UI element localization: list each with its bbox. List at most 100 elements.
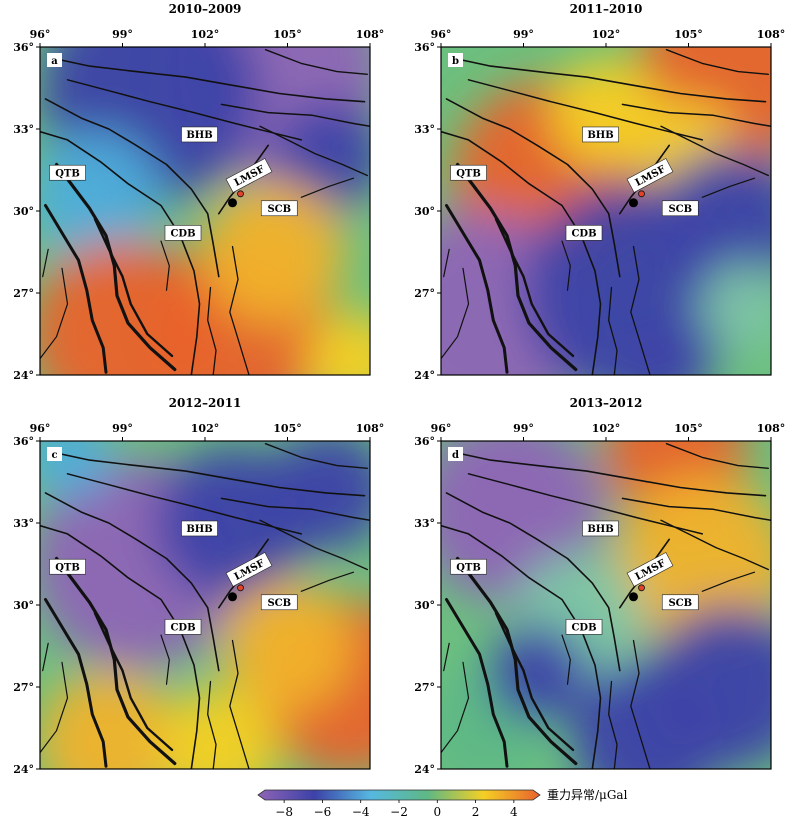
- panel-title: 2013–2012: [570, 396, 643, 410]
- fault-line: [608, 680, 618, 769]
- fault-line: [93, 612, 174, 752]
- anomaly-blob: [202, 180, 346, 324]
- lon-tick-label: 102°: [592, 28, 620, 41]
- lat-tick-label: 24°: [13, 369, 34, 382]
- svg-text:QTB: QTB: [456, 168, 481, 179]
- epicenter-marker: [228, 592, 237, 602]
- fault-line: [665, 49, 769, 75]
- rupture-marker: [638, 584, 645, 592]
- fault-line: [93, 218, 174, 358]
- fault-line: [494, 612, 575, 752]
- fault-line: [259, 519, 368, 571]
- fault-line: [441, 524, 602, 769]
- anomaly-blob: [617, 322, 705, 375]
- lon-tick-label: 96°: [30, 422, 51, 435]
- region-label-scb: SCB: [260, 200, 298, 217]
- lon-tick-label: 105°: [674, 422, 702, 435]
- lon-tick-label: 96°: [431, 28, 452, 41]
- panel-letter: c: [47, 447, 62, 461]
- lon-tick-label: 108°: [757, 422, 785, 435]
- svg-text:SCB: SCB: [267, 598, 291, 609]
- anomaly-blob: [306, 311, 370, 375]
- region-label-bhb: BHB: [181, 126, 218, 143]
- colorbar-tick-label: −4: [352, 805, 370, 819]
- region-label-bhb: BHB: [582, 520, 619, 537]
- fault-line: [445, 204, 509, 374]
- anomaly-blob: [158, 686, 280, 769]
- fault-line: [467, 473, 704, 535]
- fault-line: [494, 218, 575, 358]
- fault-line: [455, 162, 578, 372]
- lat-tick-label: 27°: [414, 681, 435, 694]
- fault-lines: [40, 443, 370, 769]
- lon-tick-label: 105°: [674, 28, 702, 41]
- fault-line: [630, 639, 651, 769]
- lat-tick-label: 36°: [414, 41, 435, 54]
- fault-line: [44, 98, 220, 278]
- fault-line: [66, 79, 303, 141]
- colorbar-tick-label: 0: [433, 805, 441, 819]
- svg-text:BHB: BHB: [587, 130, 613, 141]
- region-label-scb: SCB: [661, 594, 699, 611]
- fault-line: [451, 451, 767, 497]
- lon-tick-label: 99°: [513, 422, 534, 435]
- fault-lines: [40, 49, 370, 375]
- fault-line: [42, 642, 49, 672]
- lon-tick-label: 96°: [30, 28, 51, 41]
- svg-text:CDB: CDB: [170, 228, 195, 239]
- lat-tick-label: 36°: [13, 435, 34, 448]
- fault-line: [561, 634, 571, 685]
- fault-line: [451, 57, 767, 103]
- svg-text:QTB: QTB: [55, 168, 80, 179]
- fault-line: [42, 248, 49, 278]
- rupture-marker: [638, 190, 645, 198]
- fault-lines: [441, 443, 771, 769]
- fault-line: [160, 634, 170, 685]
- fault-line: [40, 661, 69, 754]
- colorbar-ramp: [257, 789, 541, 801]
- lat-tick-label: 30°: [414, 599, 435, 612]
- svg-text:d: d: [452, 450, 459, 461]
- region-label-qtb: QTB: [49, 558, 86, 575]
- svg-text:SCB: SCB: [267, 204, 291, 215]
- region-label-bhb: BHB: [582, 126, 619, 143]
- anomaly-blob: [268, 441, 370, 551]
- lon-tick-label: 99°: [112, 28, 133, 41]
- fault-line: [54, 162, 177, 372]
- panel-title: 2010–2009: [169, 2, 242, 16]
- anomaly-blob: [699, 262, 771, 351]
- rupture-marker: [237, 584, 244, 592]
- colorbar-tick-label: −6: [314, 805, 332, 819]
- colorbar-title: 重力异常/μGal: [547, 788, 628, 802]
- lat-tick-label: 30°: [414, 205, 435, 218]
- region-label-qtb: QTB: [450, 558, 487, 575]
- panel-letter: d: [448, 447, 463, 461]
- svg-text:SCB: SCB: [668, 598, 692, 609]
- panel-letter: b: [448, 53, 463, 67]
- fault-line: [445, 492, 621, 672]
- lat-tick-label: 33°: [13, 123, 34, 136]
- lat-tick-label: 36°: [13, 41, 34, 54]
- lat-tick-label: 27°: [414, 287, 435, 300]
- fault-line: [259, 125, 368, 177]
- lat-tick-label: 30°: [13, 599, 34, 612]
- lon-tick-label: 105°: [273, 28, 301, 41]
- colorbar: −8 −6 −4 −2 0 2 4 重力异常/μGal: [257, 788, 628, 819]
- epicenter-marker: [629, 198, 638, 208]
- fault-line: [44, 204, 108, 374]
- epicenter-marker: [228, 198, 237, 208]
- fault-line: [229, 245, 250, 375]
- region-label-bhb: BHB: [181, 520, 218, 537]
- fault-line: [660, 519, 769, 571]
- colorbar-tick-label: −8: [275, 805, 293, 819]
- svg-text:CDB: CDB: [571, 228, 596, 239]
- lon-tick-label: 105°: [273, 422, 301, 435]
- fault-line: [608, 286, 618, 375]
- region-label-cdb: CDB: [164, 619, 202, 635]
- fault-line: [264, 443, 368, 469]
